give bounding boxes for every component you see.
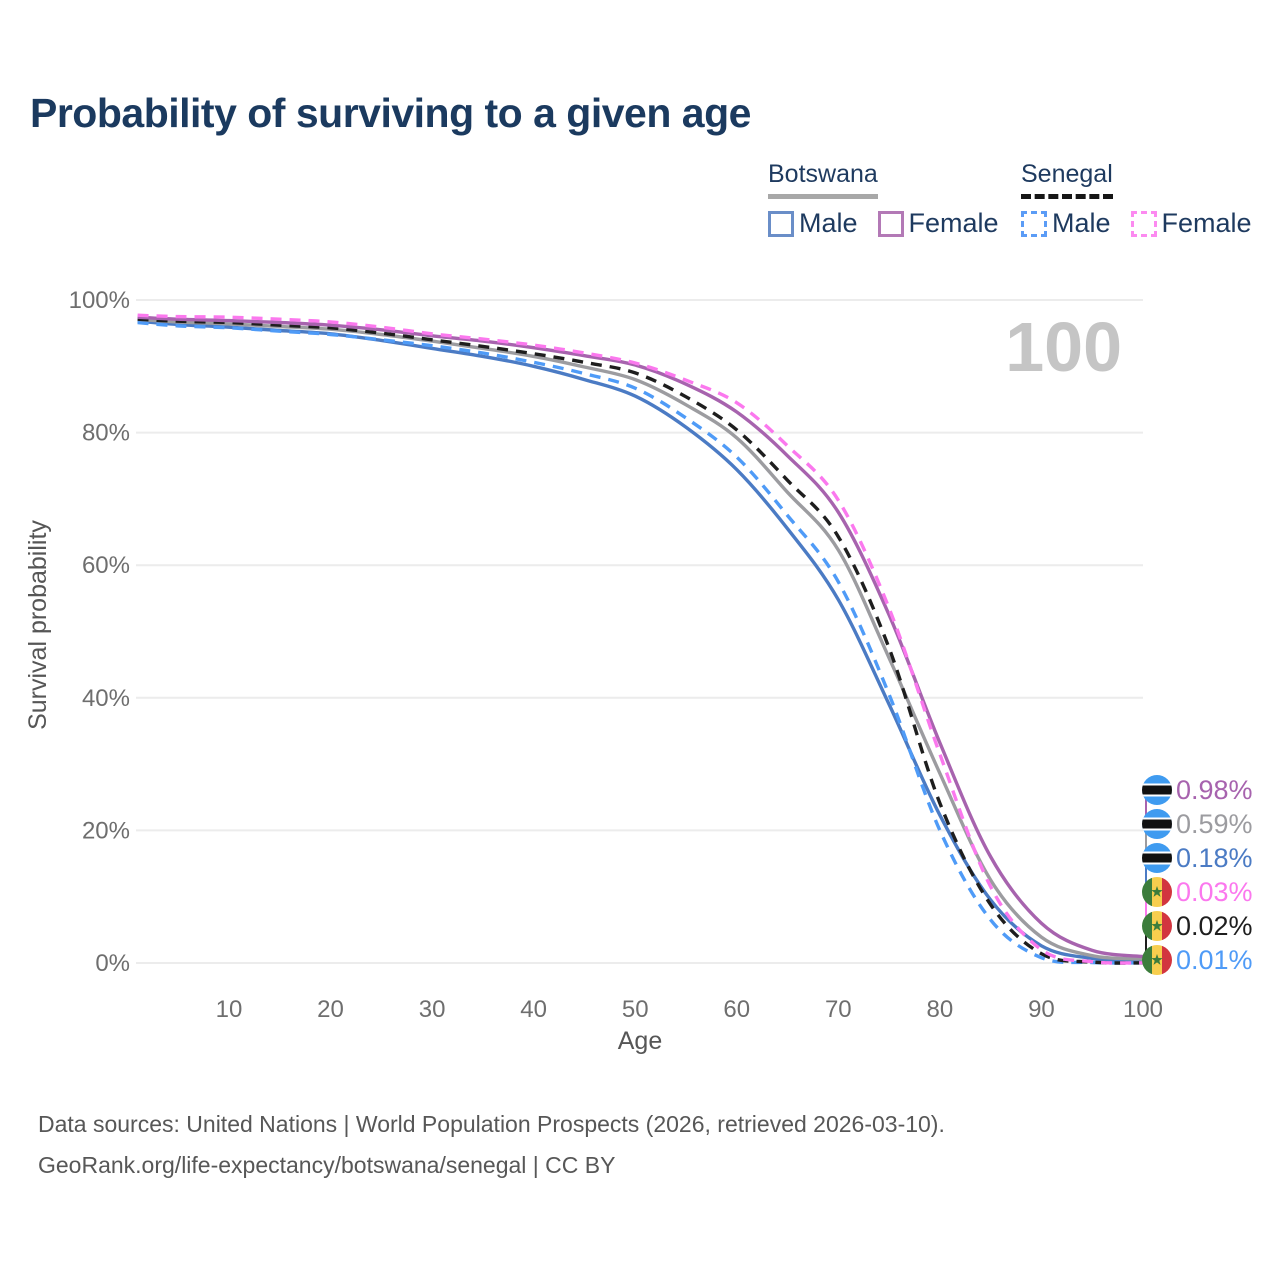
- senegal-flag-band: [1162, 877, 1172, 907]
- botswana-female-line[interactable]: [137, 315, 1144, 959]
- x-axis-tick-label: 80: [927, 996, 954, 1023]
- page-title: Probability of surviving to a given age: [30, 90, 751, 136]
- senegal-female-end-label: 0.03%: [1176, 877, 1253, 907]
- x-axis-tick-label: 10: [216, 996, 243, 1023]
- checkbox-icon[interactable]: [768, 210, 794, 237]
- checkbox-icon[interactable]: [1130, 210, 1157, 237]
- senegal-flag-icon: [1142, 877, 1152, 907]
- senegal-flag-band: [1162, 911, 1172, 941]
- x-axis-tick-label: 100: [1123, 996, 1163, 1023]
- legend-senegal-header[interactable]: Senegal: [1021, 160, 1113, 199]
- legend-item-label: Female: [1161, 208, 1252, 238]
- y-axis-tick-label: 60%: [82, 552, 130, 579]
- x-axis-tick-label: 40: [520, 996, 547, 1023]
- legend-group-senegal: Senegal Male Female: [1021, 160, 1252, 239]
- y-axis-title: Survival probability: [24, 520, 52, 730]
- senegal-male-end-label: 0.01%: [1176, 945, 1253, 975]
- botswana-flag-stripe: [1142, 853, 1172, 863]
- x-axis-tick-label: 70: [825, 996, 852, 1023]
- legend-item-botswana-male[interactable]: Male: [768, 208, 858, 239]
- age-counter-watermark: 100: [1005, 308, 1122, 386]
- botswana-male-leader-line: [1143, 857, 1152, 963]
- data-sources-text: Data sources: United Nations | World Pop…: [38, 1111, 945, 1137]
- senegal-flag-star: [1151, 886, 1163, 897]
- x-axis-tick-label: 50: [622, 996, 649, 1023]
- y-axis-tick-label: 0%: [95, 950, 130, 977]
- botswana-flag-stripe: [1142, 819, 1172, 829]
- botswana-male-end-label: 0.18%: [1176, 843, 1253, 873]
- y-axis-tick-label: 40%: [82, 685, 130, 712]
- botswana-total-line[interactable]: [137, 317, 1144, 961]
- legend-item-botswana-female[interactable]: Female: [877, 208, 999, 239]
- senegal-male-line[interactable]: [137, 320, 1144, 965]
- y-axis-tick-label: 20%: [82, 817, 130, 844]
- checkbox-icon[interactable]: [1021, 210, 1047, 237]
- botswana-female-end-label: 0.98%: [1176, 775, 1253, 805]
- y-axis-tick-label: 100%: [69, 287, 130, 314]
- checkbox-icon[interactable]: [877, 210, 904, 237]
- senegal-flag-star: [1151, 954, 1163, 965]
- legend-group-botswana: Botswana Male Female: [768, 160, 999, 239]
- senegal-total-end-label: 0.02%: [1176, 911, 1253, 941]
- legend-item-label: Male: [799, 208, 858, 238]
- legend-item-senegal-male[interactable]: Male: [1021, 208, 1111, 239]
- senegal-female-line[interactable]: [137, 313, 1144, 965]
- legend-item-senegal-female[interactable]: Female: [1130, 208, 1252, 239]
- chart-footer: Data sources: United Nations | World Pop…: [38, 1104, 945, 1186]
- botswana-flag-stripe: [1142, 785, 1172, 795]
- x-axis-tick-label: 20: [317, 996, 344, 1023]
- x-axis-tick-label: 60: [723, 996, 750, 1023]
- botswana-male-line[interactable]: [137, 319, 1144, 964]
- x-axis-tick-label: 90: [1028, 996, 1055, 1023]
- legend-item-label: Female: [908, 208, 999, 238]
- senegal-flag-band: [1162, 945, 1172, 975]
- senegal-total-line[interactable]: [137, 317, 1144, 965]
- x-axis-title: Age: [618, 1027, 662, 1055]
- senegal-flag-star: [1151, 920, 1163, 931]
- legend-botswana-header[interactable]: Botswana: [768, 160, 878, 199]
- attribution-text: GeoRank.org/life-expectancy/botswana/sen…: [38, 1152, 616, 1178]
- botswana-total-end-label: 0.59%: [1176, 809, 1253, 839]
- senegal-flag-icon: [1142, 911, 1152, 941]
- legend-item-label: Male: [1052, 208, 1111, 238]
- y-axis-tick-label: 80%: [82, 420, 130, 447]
- x-axis-tick-label: 30: [419, 996, 446, 1023]
- senegal-flag-icon: [1142, 945, 1152, 975]
